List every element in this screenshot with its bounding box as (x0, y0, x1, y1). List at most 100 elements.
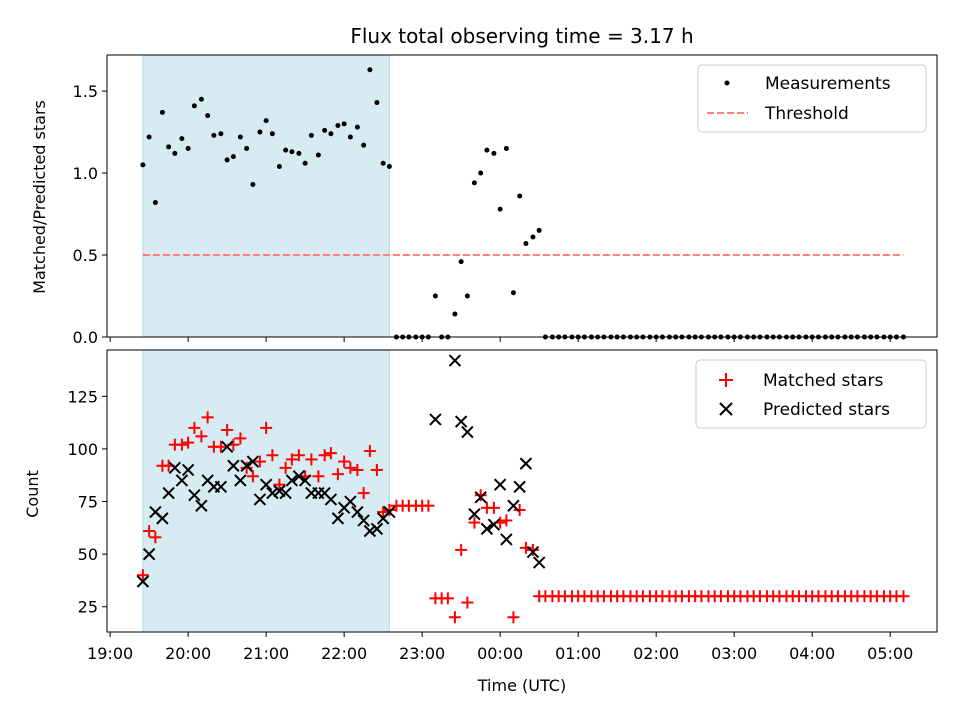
predicted-star-stroke-b (234, 474, 247, 487)
ratio-panel-frame (106, 54, 938, 338)
predicted-star-point (468, 507, 481, 521)
predicted-star-point (526, 545, 540, 559)
predicted-star-point (292, 470, 306, 483)
measurement-point (140, 162, 146, 168)
predicted-star-point (357, 514, 370, 527)
predicted-star-stroke-b (246, 455, 260, 468)
matched-star-point (318, 449, 331, 462)
legend-predicted-marker (719, 402, 733, 416)
count-y-tick-label: 75 (78, 493, 98, 512)
matched-star-point (338, 455, 351, 468)
count-y-tick-label: 50 (78, 545, 98, 564)
ratio-legend: Measurements Threshold (697, 64, 927, 133)
predicted-star-stroke-b (474, 491, 487, 504)
predicted-star-point (331, 512, 345, 525)
predicted-star-stroke-b (344, 495, 357, 508)
count-x-tick-label: 01:00 (555, 644, 601, 663)
predicted-star-stroke-b (195, 499, 208, 512)
predicted-star-point (344, 495, 357, 508)
predicted-star-stroke-b (454, 415, 468, 428)
measurement-point (276, 163, 282, 169)
measurement-point (283, 147, 289, 153)
measurement-point (302, 160, 308, 166)
predicted-star-stroke-b (188, 489, 201, 502)
matched-star-point (500, 514, 513, 527)
matched-star-point (240, 461, 253, 474)
measurement-point (497, 206, 503, 212)
predicted-star-stroke-b (429, 413, 442, 426)
predicted-star-stroke-b (370, 522, 384, 536)
predicted-star-stroke-b (324, 493, 338, 506)
predicted-star-stroke-b (149, 505, 162, 519)
legend-matched-label: Matched stars (763, 371, 883, 391)
predicted-star-point (181, 463, 195, 477)
predicted-star-point (448, 354, 462, 367)
count-x-tick-label: 04:00 (789, 644, 835, 663)
matched-star-point (468, 516, 481, 529)
measurement-point (478, 170, 484, 176)
predicted-star-stroke-b (526, 545, 540, 559)
predicted-star-point (370, 522, 384, 536)
measurement-point (185, 145, 191, 151)
ratio-y-axis-label: Matched/Predicted stars (30, 100, 49, 294)
predicted-star-stroke-b (168, 461, 182, 475)
predicted-star-point (188, 489, 201, 502)
measurement-point (517, 193, 523, 199)
ratio-y-tick-label: 0.5 (73, 246, 98, 265)
predicted-star-stroke-b (136, 575, 150, 588)
matched-star-point (474, 489, 487, 502)
predicted-star-point (493, 478, 507, 491)
predicted-star-stroke-b (461, 425, 474, 439)
matched-star-point (344, 461, 357, 474)
matched-star-point (266, 449, 279, 462)
predicted-star-stroke-b (181, 463, 195, 477)
predicted-star-point (136, 575, 150, 588)
matched-star-point (285, 453, 298, 466)
count-y-tick-label: 100 (67, 440, 98, 459)
matched-star-point (253, 455, 266, 468)
predicted-star-point (532, 556, 546, 569)
measurement-point (257, 129, 263, 135)
count-panel-frame (106, 349, 938, 633)
predicted-stars-points (136, 354, 546, 588)
matched-star-point (260, 421, 273, 434)
predicted-star-stroke-b (363, 524, 377, 538)
predicted-star-stroke-b (298, 474, 312, 487)
matched-star-point (455, 543, 468, 556)
predicted-star-point (142, 547, 156, 561)
count-y-axis-label: Count (23, 470, 42, 518)
matched-star-point (377, 506, 390, 519)
matched-star-point (487, 501, 500, 514)
measurement-point (198, 96, 204, 102)
matched-star-point (195, 430, 208, 443)
matched-star-point (331, 468, 344, 481)
count-x-tick-label: 03:00 (711, 644, 757, 663)
measurement-point (347, 134, 353, 140)
count-x-ticks: 19:00 20:00 21:00 22:00 23:00 00:00 01:00 02:00… (87, 632, 913, 663)
predicted-star-stroke-b (273, 484, 286, 498)
predicted-star-stroke-b (468, 507, 481, 521)
measurement-point (237, 134, 243, 140)
chart-title: Flux total observing time = 3.17 h (350, 24, 693, 48)
matched-star-point (292, 449, 305, 462)
measurement-point (315, 152, 321, 158)
matched-star-point (461, 596, 474, 609)
predicted-star-point (474, 491, 487, 504)
predicted-star-point (513, 480, 526, 493)
matched-star-point (149, 531, 162, 544)
measurement-point (205, 113, 211, 119)
measurement-point (530, 234, 536, 240)
predicted-star-point (351, 505, 364, 519)
matched-star-point (513, 503, 526, 516)
ratio-y-tick-label: 1.5 (73, 82, 98, 101)
matched-star-point (234, 432, 247, 445)
matched-star-point (279, 461, 292, 474)
matched-star-point (188, 421, 201, 434)
measurement-point (289, 149, 295, 155)
measurement-point (536, 227, 542, 233)
predicted-star-stroke-b (142, 547, 156, 561)
predicted-star-stroke-b (201, 474, 214, 487)
predicted-star-stroke-b (383, 505, 396, 519)
matched-star-point (351, 463, 364, 476)
predicted-star-stroke-b (519, 457, 533, 470)
